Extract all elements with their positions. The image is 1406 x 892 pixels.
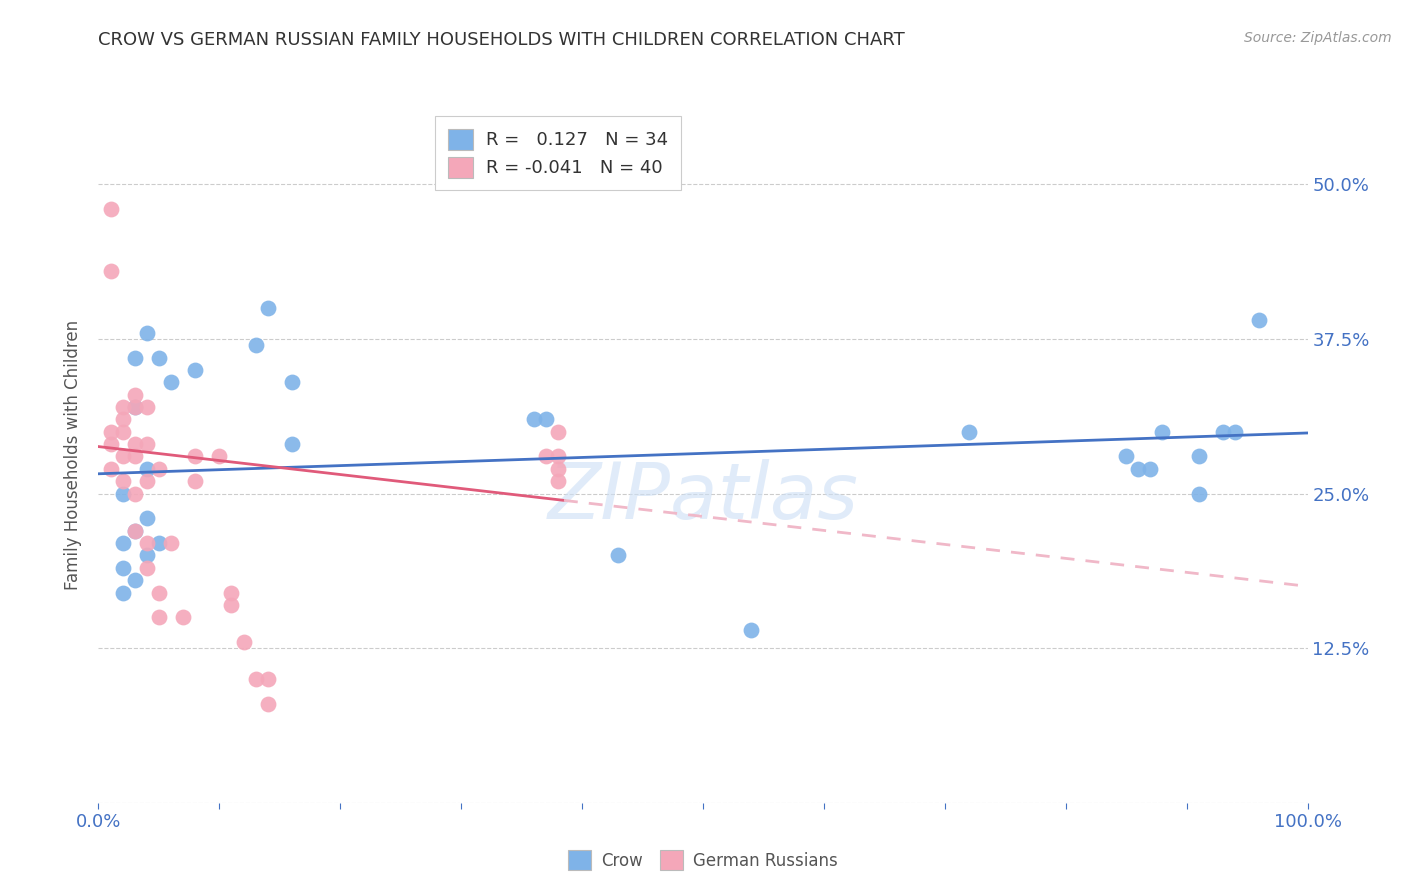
- Point: [111, 400, 134, 414]
- Point: [111, 486, 134, 500]
- Point: [111, 474, 134, 488]
- Point: [1212, 425, 1234, 439]
- Point: [245, 338, 267, 352]
- Point: [124, 400, 146, 414]
- Point: [281, 437, 304, 451]
- Point: [256, 301, 278, 315]
- Point: [100, 264, 122, 278]
- Point: [124, 486, 146, 500]
- Point: [547, 425, 569, 439]
- Point: [111, 425, 134, 439]
- Point: [148, 585, 170, 599]
- Point: [281, 376, 304, 390]
- Point: [534, 412, 557, 426]
- Point: [245, 672, 267, 686]
- Point: [124, 387, 146, 401]
- Point: [124, 524, 146, 538]
- Point: [1249, 313, 1271, 327]
- Point: [184, 363, 207, 377]
- Point: [111, 450, 134, 464]
- Point: [547, 474, 569, 488]
- Point: [547, 462, 569, 476]
- Point: [135, 400, 157, 414]
- Point: [1188, 450, 1211, 464]
- Point: [124, 524, 146, 538]
- Point: [100, 425, 122, 439]
- Point: [1139, 462, 1161, 476]
- Point: [100, 437, 122, 451]
- Point: [100, 462, 122, 476]
- Point: [111, 536, 134, 550]
- Point: [232, 635, 254, 649]
- Point: [135, 474, 157, 488]
- Point: [135, 462, 157, 476]
- Legend: Crow, German Russians: Crow, German Russians: [560, 842, 846, 878]
- Point: [124, 400, 146, 414]
- Point: [124, 351, 146, 365]
- Point: [148, 351, 170, 365]
- Point: [1115, 450, 1137, 464]
- Point: [184, 474, 207, 488]
- Point: [135, 326, 157, 340]
- Point: [160, 376, 183, 390]
- Point: [100, 202, 122, 216]
- Y-axis label: Family Households with Children: Family Households with Children: [65, 320, 83, 590]
- Point: [111, 585, 134, 599]
- Point: [135, 511, 157, 525]
- Point: [111, 412, 134, 426]
- Text: CROW VS GERMAN RUSSIAN FAMILY HOUSEHOLDS WITH CHILDREN CORRELATION CHART: CROW VS GERMAN RUSSIAN FAMILY HOUSEHOLDS…: [98, 31, 905, 49]
- Point: [135, 549, 157, 563]
- Point: [148, 462, 170, 476]
- Point: [172, 610, 194, 624]
- Point: [534, 450, 557, 464]
- Point: [1152, 425, 1174, 439]
- Point: [135, 437, 157, 451]
- Point: [1188, 486, 1211, 500]
- Point: [124, 450, 146, 464]
- Point: [221, 598, 243, 612]
- Text: ZIPatlas: ZIPatlas: [547, 458, 859, 534]
- Point: [523, 412, 546, 426]
- Point: [547, 450, 569, 464]
- Point: [124, 573, 146, 587]
- Point: [1128, 462, 1150, 476]
- Point: [256, 697, 278, 711]
- Point: [740, 623, 762, 637]
- Point: [135, 561, 157, 575]
- Point: [208, 450, 231, 464]
- Text: Source: ZipAtlas.com: Source: ZipAtlas.com: [1244, 31, 1392, 45]
- Point: [148, 610, 170, 624]
- Point: [957, 425, 980, 439]
- Point: [607, 549, 630, 563]
- Point: [124, 437, 146, 451]
- Point: [148, 536, 170, 550]
- Point: [111, 561, 134, 575]
- Point: [160, 536, 183, 550]
- Point: [135, 536, 157, 550]
- Point: [221, 585, 243, 599]
- Point: [1223, 425, 1246, 439]
- Point: [256, 672, 278, 686]
- Point: [184, 450, 207, 464]
